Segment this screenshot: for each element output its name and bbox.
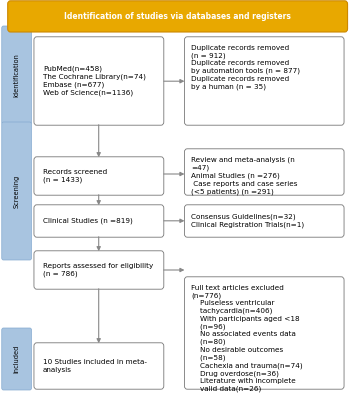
Text: Records screened
(n = 1433): Records screened (n = 1433) bbox=[43, 169, 107, 183]
FancyBboxPatch shape bbox=[2, 122, 31, 260]
Text: Consensus Guidelines(n=32)
Clinical Registration Trials(n=1): Consensus Guidelines(n=32) Clinical Regi… bbox=[191, 214, 304, 228]
Text: 10 Studies included in meta-
analysis: 10 Studies included in meta- analysis bbox=[43, 359, 147, 373]
Text: Review and meta-analysis (n
=47)
Animal Studies (n =276)
 Case reports and case : Review and meta-analysis (n =47) Animal … bbox=[191, 157, 298, 195]
FancyBboxPatch shape bbox=[34, 205, 164, 237]
FancyBboxPatch shape bbox=[184, 37, 344, 125]
Text: Screening: Screening bbox=[13, 174, 20, 208]
FancyBboxPatch shape bbox=[184, 149, 344, 195]
Text: Included: Included bbox=[13, 345, 20, 373]
Text: Clinical Studies (n =819): Clinical Studies (n =819) bbox=[43, 218, 133, 224]
FancyBboxPatch shape bbox=[2, 26, 31, 124]
Text: Reports assessed for eligibility
(n = 786): Reports assessed for eligibility (n = 78… bbox=[43, 263, 153, 277]
FancyBboxPatch shape bbox=[184, 277, 344, 389]
Text: PubMed(n=458)
The Cochrane Library(n=74)
Embase (n=677)
Web of Science(n=1136): PubMed(n=458) The Cochrane Library(n=74)… bbox=[43, 66, 146, 96]
Text: Identification of studies via databases and registers: Identification of studies via databases … bbox=[64, 12, 291, 21]
FancyBboxPatch shape bbox=[2, 328, 31, 390]
Text: Duplicate records removed
(n = 912)
Duplicate records removed
by automation tool: Duplicate records removed (n = 912) Dupl… bbox=[191, 45, 300, 90]
FancyBboxPatch shape bbox=[34, 37, 164, 125]
FancyBboxPatch shape bbox=[34, 157, 164, 195]
Text: Full text articles excluded
(n=776)
    Pulseless ventricular
    tachycardia(n=: Full text articles excluded (n=776) Puls… bbox=[191, 285, 303, 392]
FancyBboxPatch shape bbox=[34, 343, 164, 389]
FancyBboxPatch shape bbox=[184, 205, 344, 237]
FancyBboxPatch shape bbox=[8, 1, 348, 32]
FancyBboxPatch shape bbox=[34, 251, 164, 289]
Text: Identification: Identification bbox=[13, 53, 20, 97]
